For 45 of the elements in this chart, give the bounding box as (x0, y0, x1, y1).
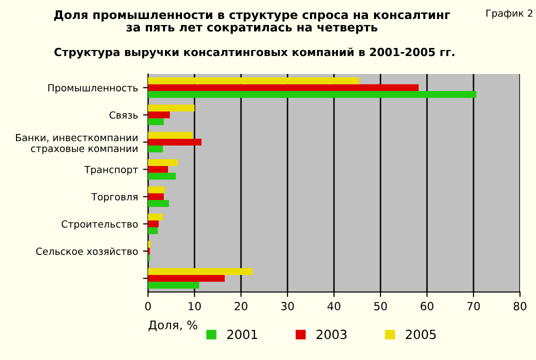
bar (148, 118, 164, 126)
text: График 2 (486, 9, 532, 19)
legend-label: 2003 (316, 330, 347, 340)
bar (148, 240, 151, 248)
bar (148, 214, 163, 220)
y-tick-label: Транспорт (84, 166, 138, 176)
bar (148, 104, 194, 112)
bar (148, 166, 168, 173)
bar (148, 146, 163, 152)
y-tick-label: Связь (110, 111, 138, 119)
x-tick-label: 10 (188, 302, 201, 310)
bar (148, 132, 193, 139)
bar (148, 274, 225, 282)
x-tick-label: 30 (281, 302, 294, 310)
legend-label: 2005 (406, 330, 436, 340)
chart-subtitle: Структура выручки консалтинговых компаний в 2001-2005 гг. (54, 48, 454, 58)
x-tick-label: 60 (420, 302, 434, 310)
bar (148, 111, 170, 118)
y-tick-label: Строительство (62, 220, 138, 230)
x-tick-label: 40 (327, 302, 340, 310)
bar (148, 227, 158, 234)
legend-label: 2001 (227, 330, 258, 340)
x-tick-label: 70 (467, 302, 480, 310)
bar (148, 268, 253, 275)
x-axis-title: Доля, % (148, 320, 198, 332)
bar (148, 200, 169, 207)
y-tick-label: Банки, инвесткомпании страховые компании (16, 134, 138, 154)
bar (148, 193, 164, 200)
x-tick-label: 50 (374, 302, 387, 310)
x-tick-label: 20 (234, 302, 248, 310)
bar (148, 220, 159, 228)
y-tick-label: Промышленность (48, 84, 138, 94)
bar (148, 91, 476, 98)
x-tick-label: 80 (514, 302, 526, 310)
bar (148, 172, 176, 180)
bar (148, 138, 202, 146)
bar (148, 282, 200, 289)
bar (148, 186, 165, 194)
y-tick-label: Торговля (91, 193, 138, 202)
y-tick-label: Сельское хозяйство (36, 247, 138, 255)
x-tick-label: 0 (145, 302, 151, 310)
chart-title: Доля промышленности в структуре спроса на консалтинг за пять лет сократилась на четверть (54, 10, 450, 34)
bar (148, 84, 419, 92)
bar (148, 159, 178, 166)
bar (148, 77, 360, 84)
